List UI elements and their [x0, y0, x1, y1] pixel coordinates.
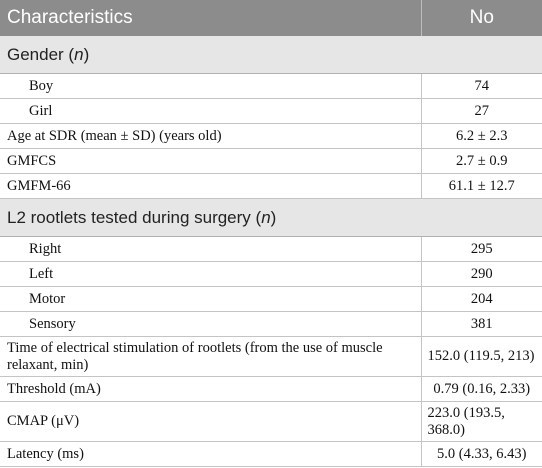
section-l2-rootlets: L2 rootlets tested during surgery (n) — [0, 198, 542, 237]
row-label: Threshold (mA) — [0, 376, 422, 402]
row-value: 381 — [421, 311, 542, 337]
row-label: Sensory — [0, 311, 422, 337]
row-value: 27 — [421, 98, 542, 124]
table-row: Time of electrical stimulation of rootle… — [0, 336, 542, 377]
row-value: 6.2 ± 2.3 — [421, 123, 542, 149]
table-row: Age at SDR (mean ± SD) (years old) 6.2 ±… — [0, 123, 542, 149]
table-row: GMFM-66 61.1 ± 12.7 — [0, 173, 542, 199]
table-row: CMAP (μV) 223.0 (193.5, 368.0) — [0, 401, 542, 442]
row-label: Time of electrical stimulation of rootle… — [0, 336, 422, 377]
row-value: 5.0 (4.33, 6.43) — [421, 441, 542, 467]
table-row: Sensory 381 — [0, 311, 542, 337]
header-no: No — [420, 0, 542, 36]
row-label: Age at SDR (mean ± SD) (years old) — [0, 123, 422, 149]
row-value: 74 — [421, 73, 542, 99]
row-label: CMAP (μV) — [0, 401, 422, 442]
table-header-row: Characteristics No — [0, 0, 542, 36]
row-value: 204 — [421, 286, 542, 312]
row-value: 152.0 (119.5, 213) — [421, 336, 542, 377]
row-label: Boy — [0, 73, 422, 99]
section-gender: Gender (n) — [0, 36, 542, 74]
row-label: GMFCS — [0, 148, 422, 174]
row-value: 290 — [421, 261, 542, 287]
row-label: Latency (ms) — [0, 441, 422, 467]
row-label: Right — [0, 236, 422, 262]
table-row: Girl 27 — [0, 98, 542, 124]
row-label: Girl — [0, 98, 422, 124]
row-value: 0.79 (0.16, 2.33) — [421, 376, 542, 402]
row-value: 61.1 ± 12.7 — [421, 173, 542, 199]
row-value: 223.0 (193.5, 368.0) — [421, 401, 542, 442]
table-row: Threshold (mA) 0.79 (0.16, 2.33) — [0, 376, 542, 402]
table-row: Latency (ms) 5.0 (4.33, 6.43) — [0, 441, 542, 467]
table-row: Right 295 — [0, 236, 542, 262]
row-label: Motor — [0, 286, 422, 312]
row-label: GMFM-66 — [0, 173, 422, 199]
header-characteristics: Characteristics — [0, 0, 421, 36]
row-label: Left — [0, 261, 422, 287]
row-value: 2.7 ± 0.9 — [421, 148, 542, 174]
section-gender-title: Gender (n) — [0, 36, 542, 74]
table-row: Left 290 — [0, 261, 542, 287]
section-l2-title: L2 rootlets tested during surgery (n) — [0, 198, 542, 237]
row-value: 295 — [421, 236, 542, 262]
table-row: GMFCS 2.7 ± 0.9 — [0, 148, 542, 174]
table-row: Motor 204 — [0, 286, 542, 312]
table-row: Boy 74 — [0, 73, 542, 99]
